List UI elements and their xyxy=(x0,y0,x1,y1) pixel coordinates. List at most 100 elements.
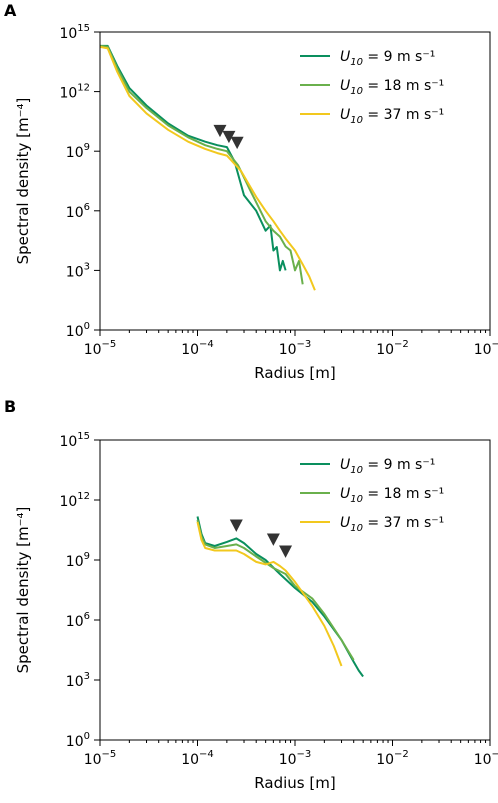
x-tick-base: 10 xyxy=(181,752,199,768)
series-line-2 xyxy=(196,519,355,661)
peak-marker-3 xyxy=(230,136,244,150)
y-tick-exp: 6 xyxy=(84,611,90,622)
x-tick-label: 10−1 xyxy=(474,749,498,768)
legend-label-3: U10 = 37 m s⁻¹ xyxy=(340,515,444,534)
x-tick-label: 10−4 xyxy=(181,339,214,358)
y-tick-base: 10 xyxy=(59,434,77,450)
y-tick-exp: 15 xyxy=(77,431,90,442)
legend-symbol: U xyxy=(340,515,350,531)
y-tick-exp: 9 xyxy=(84,142,90,153)
peak-marker-1 xyxy=(213,124,227,138)
legend-label-2: U10 = 18 m s⁻¹ xyxy=(340,486,444,505)
x-tick-label: 10−1 xyxy=(474,339,498,358)
y-axis-label: Spectral density [m⁻⁴] xyxy=(14,507,32,674)
legend-subscript: 10 xyxy=(350,494,363,505)
legend-rest: = 37 m s⁻¹ xyxy=(363,515,444,531)
legend-subscript: 10 xyxy=(350,465,363,476)
y-tick-base: 10 xyxy=(66,264,84,280)
y-tick-exp: 12 xyxy=(77,491,90,502)
plot-area xyxy=(100,44,316,291)
legend-label-1: U10 = 9 m s⁻¹ xyxy=(340,457,435,476)
panel-a: A10−510−410−310−210−11001031061091012101… xyxy=(4,1,498,382)
y-tick-exp: 12 xyxy=(77,83,90,94)
peak-marker-1 xyxy=(229,519,243,532)
y-tick-label: 103 xyxy=(66,671,90,690)
x-tick-exp: −1 xyxy=(492,339,498,350)
x-tick-label: 10−2 xyxy=(376,339,409,358)
y-tick-label: 100 xyxy=(66,731,90,750)
y-tick-base: 10 xyxy=(66,205,84,221)
x-tick-exp: −2 xyxy=(394,339,409,350)
y-tick-base: 10 xyxy=(59,86,77,102)
x-tick-base: 10 xyxy=(279,342,297,358)
x-axis-label: Radius [m] xyxy=(254,774,335,792)
legend-rest: = 37 m s⁻¹ xyxy=(363,107,444,123)
panel-b: B10−510−410−310−210−11001031061091012101… xyxy=(4,397,498,792)
y-tick-exp: 3 xyxy=(84,261,90,272)
plot-frame xyxy=(99,439,491,741)
x-tick-exp: −1 xyxy=(492,749,498,760)
x-tick-base: 10 xyxy=(376,752,394,768)
peak-marker-3 xyxy=(279,545,293,558)
y-tick-label: 106 xyxy=(66,202,90,221)
y-tick-base: 10 xyxy=(59,494,77,510)
x-tick-exp: −2 xyxy=(394,749,409,760)
x-tick-exp: −4 xyxy=(199,749,214,760)
x-tick-label: 10−5 xyxy=(84,339,117,358)
peak-marker-2 xyxy=(266,533,280,546)
y-tick-label: 1015 xyxy=(59,431,90,450)
y-tick-base: 10 xyxy=(66,674,84,690)
legend-rest: = 18 m s⁻¹ xyxy=(363,486,444,502)
legend-subscript: 10 xyxy=(350,523,363,534)
y-tick-label: 1015 xyxy=(59,23,90,42)
legend-symbol: U xyxy=(340,78,350,94)
y-tick-exp: 9 xyxy=(84,551,90,562)
series-line-3 xyxy=(196,521,343,667)
y-tick-base: 10 xyxy=(66,145,84,161)
legend-label-2: U10 = 18 m s⁻¹ xyxy=(340,78,444,97)
y-tick-exp: 0 xyxy=(84,321,90,332)
legend-subscript: 10 xyxy=(350,57,363,68)
plot-area xyxy=(196,516,364,678)
x-tick-base: 10 xyxy=(376,342,394,358)
plot-frame xyxy=(99,31,491,331)
y-tick-base: 10 xyxy=(66,324,84,340)
x-tick-exp: −3 xyxy=(297,339,312,350)
y-tick-label: 103 xyxy=(66,261,90,280)
y-tick-exp: 6 xyxy=(84,202,90,213)
legend-rest: = 9 m s⁻¹ xyxy=(363,49,435,65)
y-tick-label: 100 xyxy=(66,321,90,340)
x-tick-exp: −3 xyxy=(297,749,312,760)
series-line-2 xyxy=(100,44,304,285)
y-tick-label: 1012 xyxy=(59,491,90,510)
y-tick-label: 1012 xyxy=(59,83,90,102)
x-tick-label: 10−3 xyxy=(279,749,312,768)
x-tick-label: 10−2 xyxy=(376,749,409,768)
legend-rest: = 18 m s⁻¹ xyxy=(363,78,444,94)
y-tick-exp: 3 xyxy=(84,671,90,682)
panel-letter: A xyxy=(4,1,17,20)
x-tick-label: 10−5 xyxy=(84,749,117,768)
legend-subscript: 10 xyxy=(350,115,363,126)
y-tick-base: 10 xyxy=(66,734,84,750)
x-tick-base: 10 xyxy=(474,752,492,768)
panel-letter: B xyxy=(4,397,16,416)
legend-label-3: U10 = 37 m s⁻¹ xyxy=(340,107,444,126)
peak-marker-2 xyxy=(222,130,236,144)
y-tick-label: 109 xyxy=(66,551,90,570)
x-tick-label: 10−4 xyxy=(181,749,214,768)
legend-subscript: 10 xyxy=(350,86,363,97)
x-tick-base: 10 xyxy=(181,342,199,358)
x-tick-base: 10 xyxy=(474,342,492,358)
y-tick-exp: 15 xyxy=(77,23,90,34)
x-tick-base: 10 xyxy=(279,752,297,768)
y-tick-exp: 0 xyxy=(84,731,90,742)
legend-symbol: U xyxy=(340,49,350,65)
y-tick-base: 10 xyxy=(59,26,77,42)
legend-rest: = 9 m s⁻¹ xyxy=(363,457,435,473)
x-axis-label: Radius [m] xyxy=(254,364,335,382)
x-tick-exp: −4 xyxy=(199,339,214,350)
series-line-1 xyxy=(100,44,287,272)
legend-symbol: U xyxy=(340,457,350,473)
